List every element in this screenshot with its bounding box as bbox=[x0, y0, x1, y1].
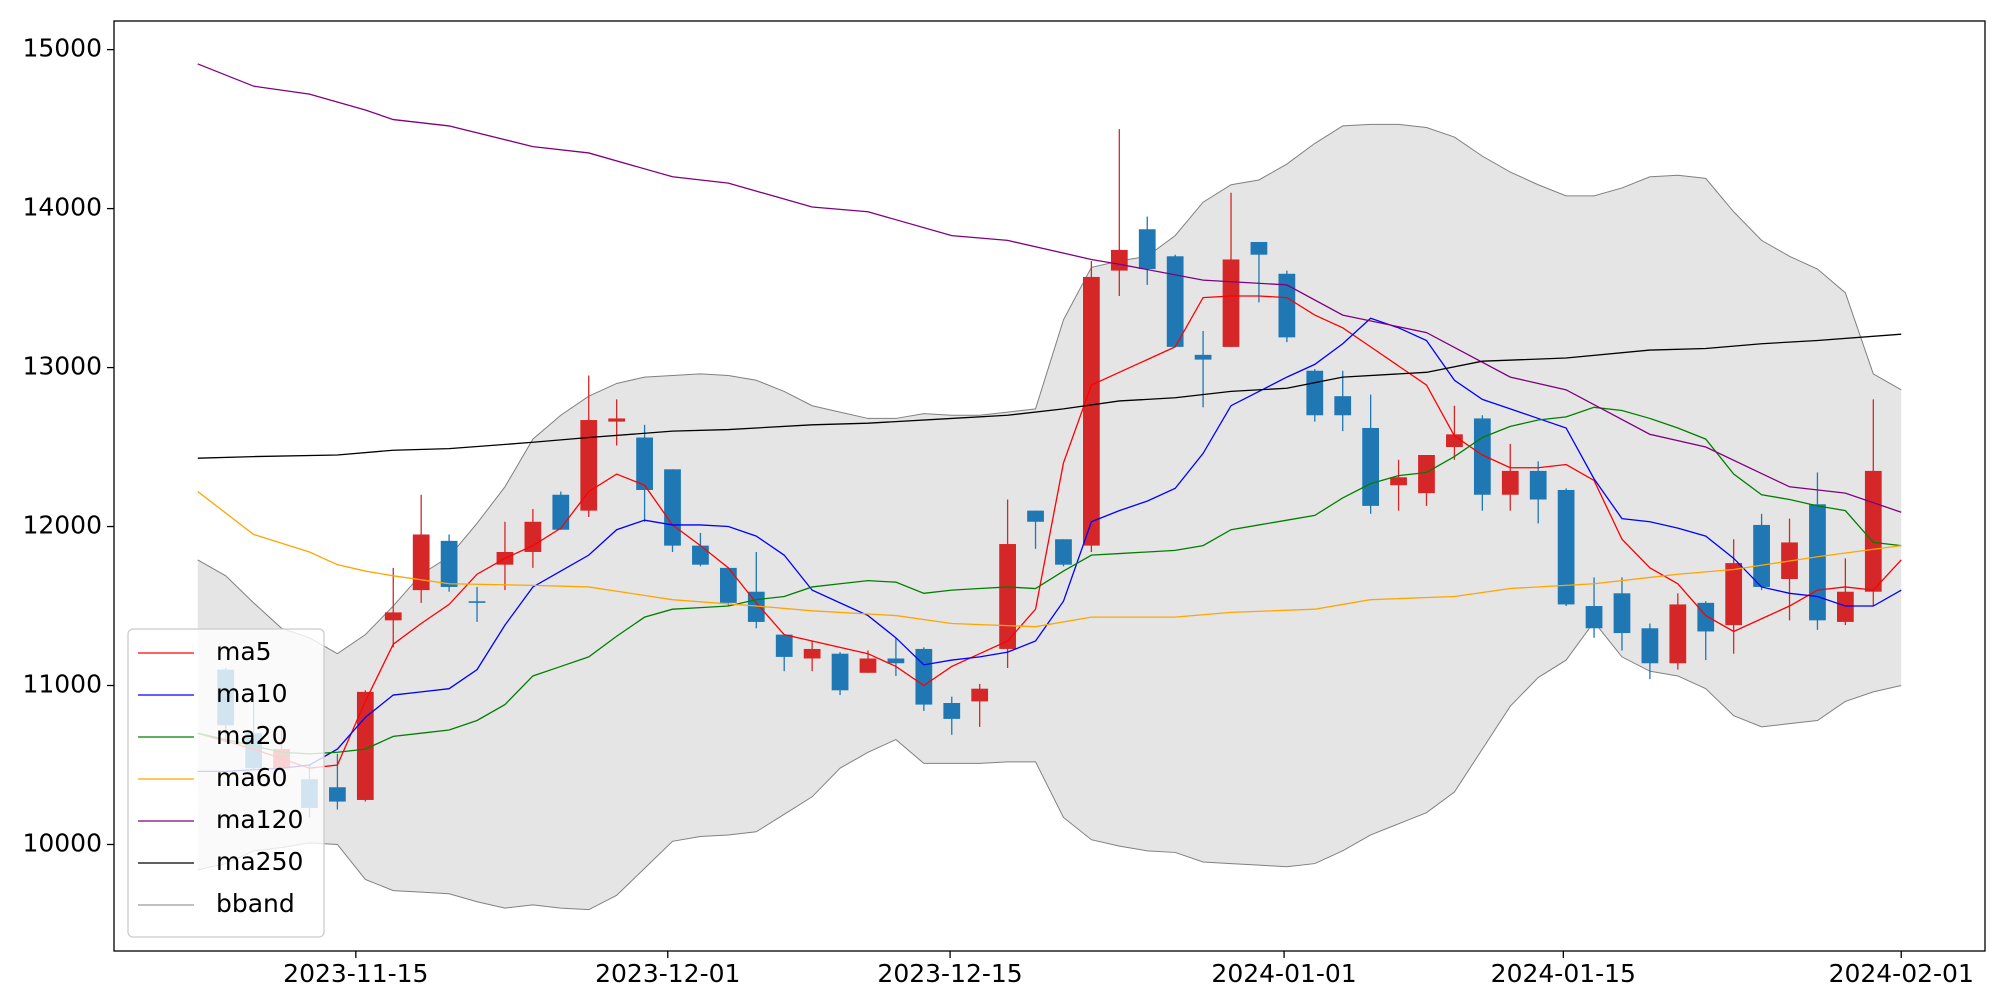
candle-body bbox=[943, 703, 961, 719]
candle-body bbox=[1418, 455, 1435, 494]
candle-body bbox=[440, 540, 458, 587]
legend: ma5 ma10 ma20 ma60 ma120 ma250 bband bbox=[127, 628, 325, 938]
candle-body bbox=[1501, 470, 1519, 495]
legend-label: ma5 bbox=[216, 637, 272, 666]
candle-body bbox=[1585, 606, 1603, 629]
candle-body bbox=[1027, 510, 1044, 522]
legend-label: ma20 bbox=[216, 721, 287, 750]
plot-area bbox=[197, 63, 1902, 911]
candle-body bbox=[412, 534, 430, 591]
y-tick-label: 13000 bbox=[22, 352, 102, 381]
x-tick-label: 2023-12-15 bbox=[877, 959, 1022, 988]
candle-body bbox=[1055, 539, 1072, 565]
x-tick-label: 2024-01-01 bbox=[1211, 959, 1356, 988]
ma-line bbox=[197, 491, 1902, 628]
candle-body bbox=[1809, 504, 1826, 621]
legend-label: ma250 bbox=[216, 847, 303, 876]
candle-body bbox=[1334, 396, 1352, 416]
band-upper bbox=[197, 123, 1902, 655]
candle-body bbox=[664, 469, 681, 546]
candle-body bbox=[1194, 354, 1212, 360]
x-tick-label: 2023-11-15 bbox=[283, 959, 428, 988]
y-tick-label: 12000 bbox=[22, 511, 102, 540]
ma-line bbox=[197, 317, 1902, 773]
candle-body bbox=[1166, 256, 1184, 347]
candle-body bbox=[1306, 370, 1324, 416]
candle-body bbox=[915, 648, 933, 705]
candle-body bbox=[1250, 241, 1268, 255]
candle-body bbox=[1110, 249, 1128, 271]
candle-body bbox=[1390, 477, 1407, 486]
y-tick-label: 14000 bbox=[22, 193, 102, 222]
candle-body bbox=[1083, 276, 1100, 546]
y-tick-label: 10000 bbox=[22, 828, 102, 857]
candle-body bbox=[1473, 418, 1491, 495]
candle-body bbox=[692, 545, 709, 565]
axes-frame bbox=[113, 20, 1986, 952]
candle-body bbox=[1697, 602, 1715, 632]
candle-body bbox=[1613, 593, 1631, 634]
candle-body bbox=[719, 567, 737, 603]
ma-line bbox=[197, 406, 1902, 755]
ma-line bbox=[197, 295, 1902, 769]
candle-body bbox=[608, 418, 626, 422]
ma-line bbox=[197, 63, 1902, 513]
y-tick-label: 11000 bbox=[22, 670, 102, 699]
candle-body bbox=[329, 787, 346, 802]
legend-label: ma10 bbox=[216, 679, 287, 708]
candle-body bbox=[1557, 489, 1575, 605]
candle-body bbox=[356, 691, 374, 800]
candle-body bbox=[775, 634, 793, 657]
candle-body bbox=[552, 494, 570, 530]
candle-body bbox=[1278, 273, 1296, 338]
y-tick-label: 15000 bbox=[22, 34, 102, 63]
x-tick-label: 2023-12-01 bbox=[595, 959, 740, 988]
candle-body bbox=[1669, 604, 1687, 664]
candle-body bbox=[1138, 229, 1156, 269]
candle-body bbox=[1864, 470, 1882, 592]
candle-body bbox=[1753, 524, 1770, 587]
candle-body bbox=[1725, 563, 1743, 626]
candle-body bbox=[580, 420, 598, 511]
candle-body bbox=[859, 658, 877, 673]
x-tick-label: 2024-01-15 bbox=[1491, 959, 1636, 988]
x-tick-label: 2024-02-01 bbox=[1829, 959, 1974, 988]
candle-body bbox=[468, 601, 486, 603]
candle-body bbox=[1641, 628, 1659, 664]
candle-body bbox=[1446, 434, 1463, 448]
legend-label: ma120 bbox=[216, 805, 303, 834]
candle-body bbox=[999, 544, 1016, 649]
candle-body bbox=[1222, 259, 1240, 347]
candle-body bbox=[524, 521, 542, 552]
legend-label: ma60 bbox=[216, 763, 287, 792]
candle-body bbox=[1836, 591, 1854, 622]
candle-body bbox=[971, 688, 989, 702]
candle-body bbox=[1362, 427, 1380, 506]
candle-body bbox=[887, 658, 905, 664]
band-lower bbox=[197, 621, 1902, 911]
candle-body bbox=[636, 437, 653, 490]
ma-line bbox=[197, 333, 1902, 459]
candle-body bbox=[384, 612, 402, 621]
legend-box bbox=[127, 628, 325, 938]
legend-label: bband bbox=[216, 889, 295, 918]
band-fill bbox=[197, 124, 1902, 910]
candle-body bbox=[1529, 470, 1547, 500]
candle-body bbox=[803, 648, 821, 659]
candle-body bbox=[831, 653, 849, 691]
